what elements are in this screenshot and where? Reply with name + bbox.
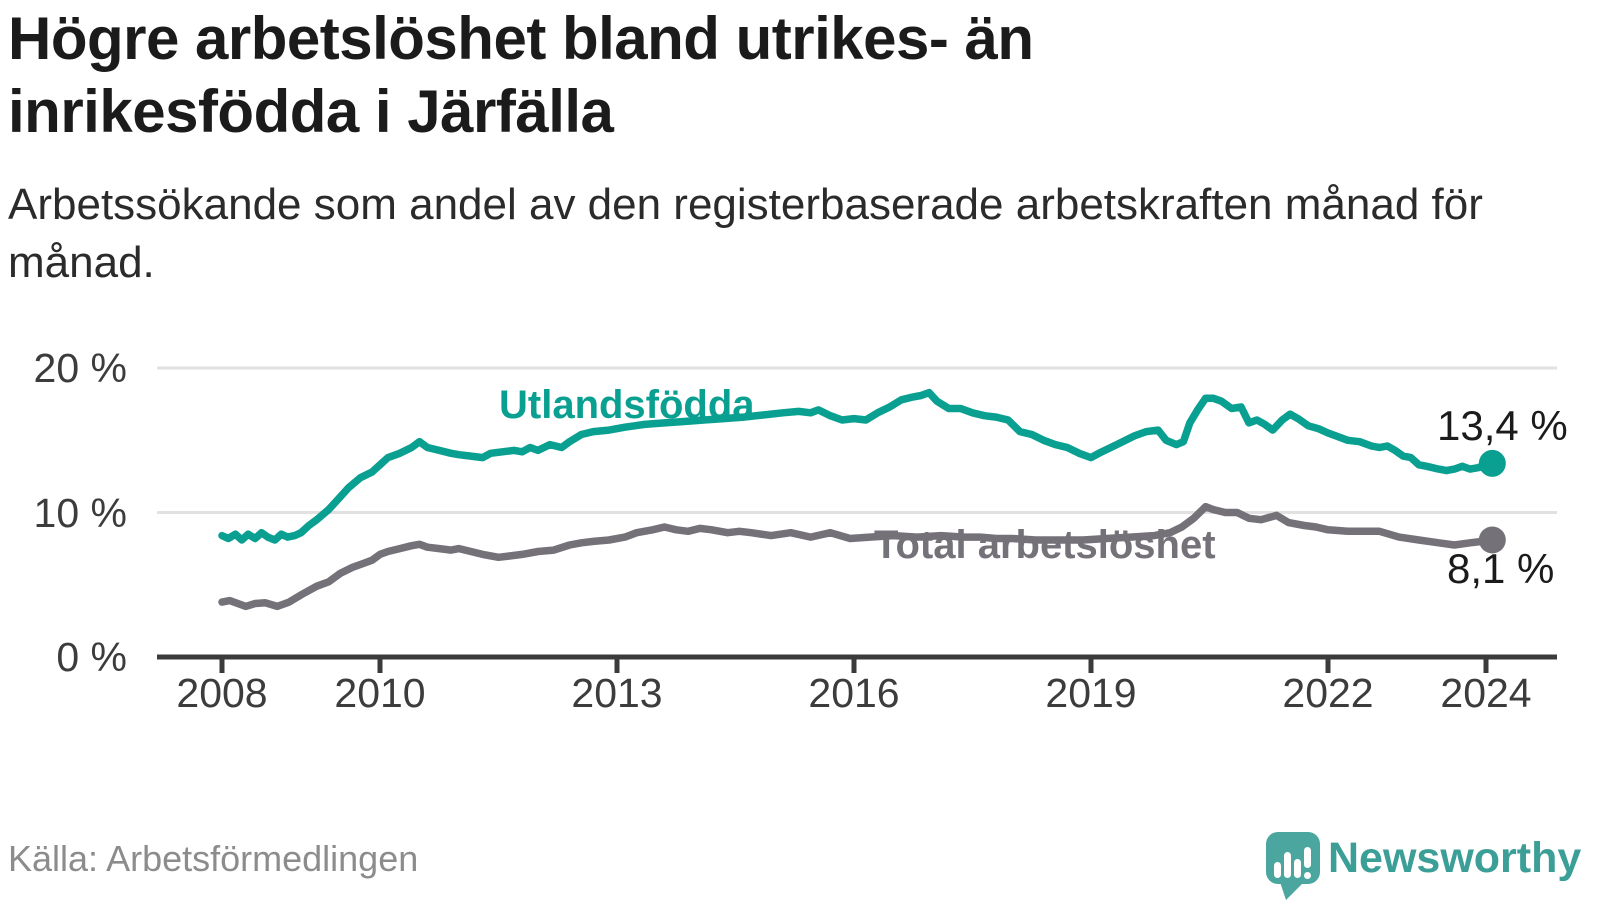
exclamation-glyph (1304, 847, 1311, 879)
data-lines (218, 388, 1497, 611)
gridlines (157, 366, 1557, 514)
x-axis (157, 654, 1557, 673)
speech-bubble-tail (1280, 882, 1304, 900)
line-utlandsfodda (218, 388, 1497, 544)
end-point-dots (1478, 449, 1506, 554)
line-total (218, 502, 1497, 611)
end-dot-total (1478, 526, 1506, 554)
bar-chart-glyph (1274, 852, 1301, 878)
source-credit: Källa: Arbetsförmedlingen (8, 838, 419, 879)
newsworthy-logo: Newsworthy (1262, 826, 1592, 900)
speech-bubble-shape (1266, 832, 1320, 884)
end-dot-utlandsfodda (1478, 449, 1506, 477)
newsworthy-logo-text: Newsworthy (1328, 834, 1582, 882)
newsworthy-logo-icon (1266, 832, 1320, 900)
page-subtitle: Arbetssökande som andel av den registerb… (8, 180, 1483, 288)
page-title: Högre arbetslöshet bland utrikes- än inr… (8, 5, 1034, 146)
